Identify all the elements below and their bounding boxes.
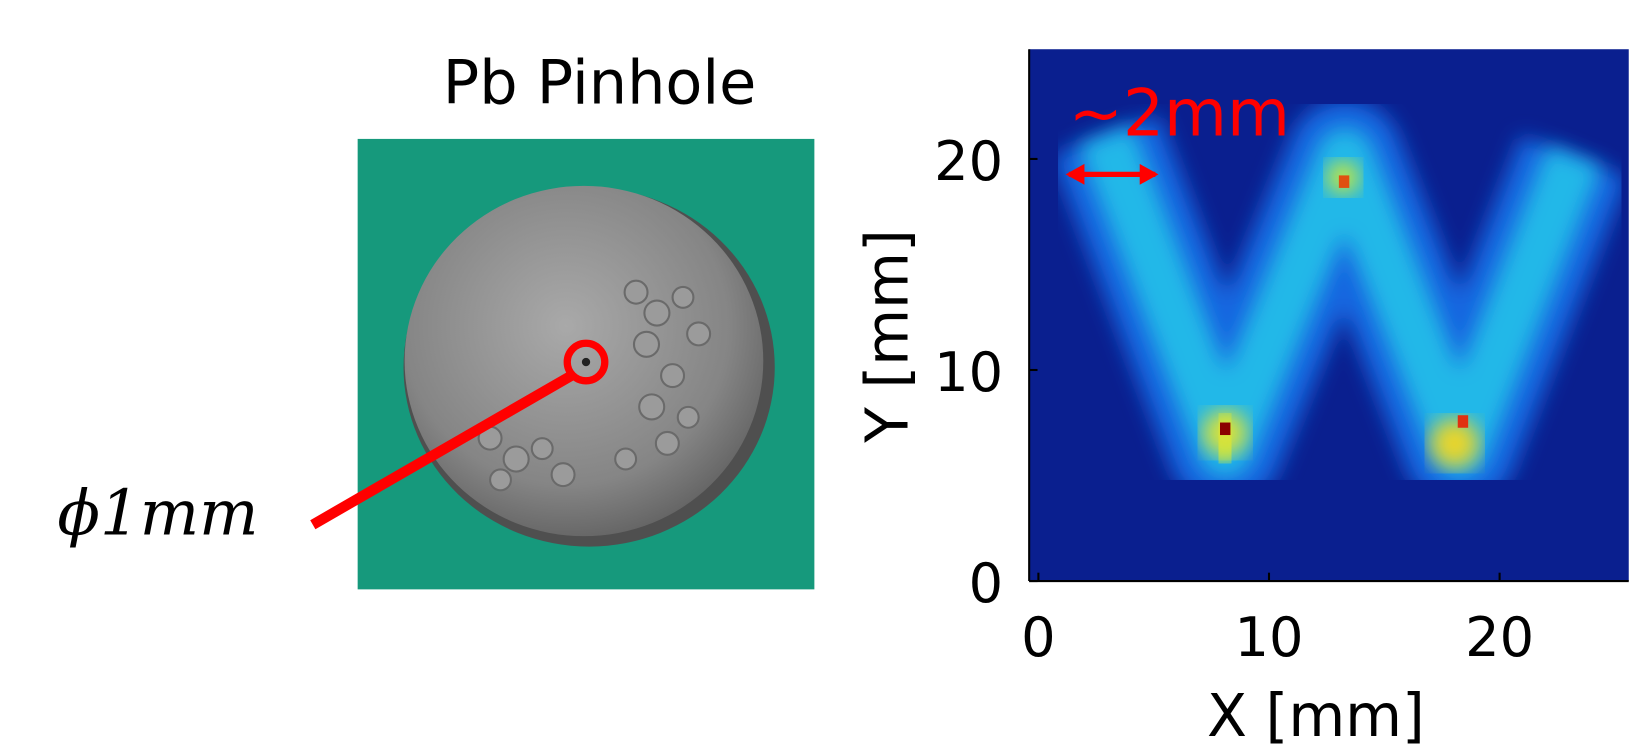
heatmap-peak <box>1339 175 1349 188</box>
pinhole <box>582 358 590 366</box>
y-tick-label: 0 <box>969 552 1004 615</box>
scale-label: ~2mm <box>1069 77 1290 152</box>
heatmap-peak <box>1458 415 1468 428</box>
figure: Pb Pinhole ϕ1mm ~2mm Y [mm] X [mm] 0 10 20… <box>0 0 1635 746</box>
heatmap-spot <box>1430 418 1480 468</box>
photo-title: Pb Pinhole <box>443 48 757 118</box>
y-axis-label: Y [mm] <box>854 229 922 443</box>
pinhole-label: ϕ1mm <box>57 477 258 550</box>
x-tick-label: 20 <box>1465 606 1534 669</box>
x-tick-label: 10 <box>1235 606 1304 669</box>
x-axis-label: X [mm] <box>1207 682 1425 746</box>
page: { "photo": {"title": "Pb Pinhole", "anno… <box>0 0 1635 746</box>
y-tick-label: 10 <box>934 341 1003 404</box>
y-tick-label: 20 <box>934 130 1003 193</box>
heatmap-peak <box>1220 423 1230 436</box>
x-tick-label: 0 <box>1021 606 1056 669</box>
